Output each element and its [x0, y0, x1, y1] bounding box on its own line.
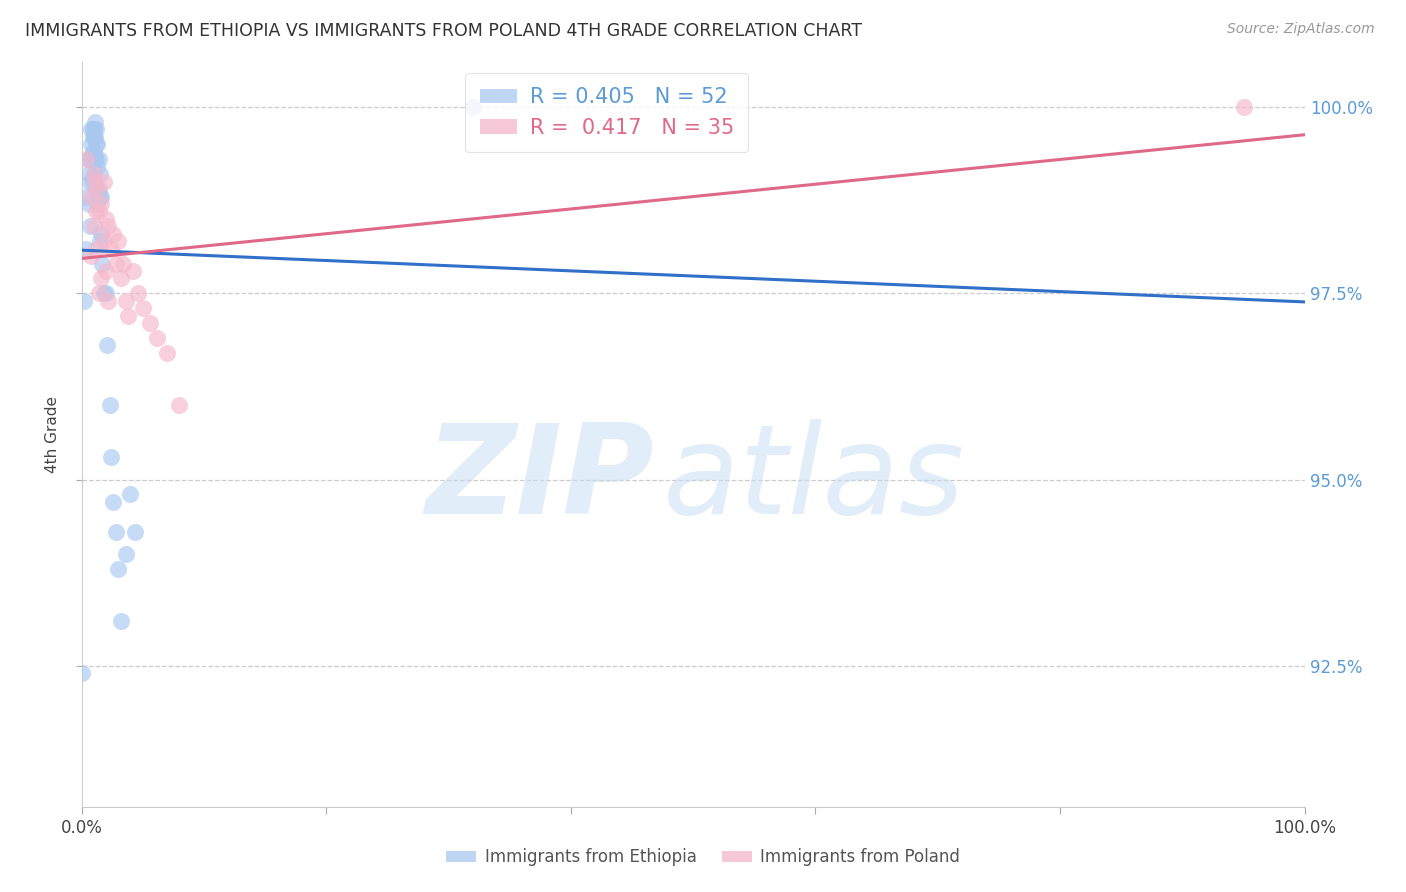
Point — [90, 197, 112, 211]
Point — [70, 666, 93, 681]
Point — [91, 256, 114, 270]
Point — [104, 524, 127, 539]
Point — [84, 242, 107, 256]
Point — [156, 346, 179, 360]
Point — [84, 137, 107, 152]
Point — [86, 137, 108, 152]
Point — [114, 547, 136, 561]
Point — [84, 153, 107, 167]
Point — [77, 167, 100, 181]
Point — [84, 115, 107, 129]
Point — [77, 197, 100, 211]
Point — [79, 175, 101, 189]
Point — [93, 175, 115, 189]
Point — [120, 487, 142, 501]
Point — [96, 338, 118, 352]
Point — [461, 100, 484, 114]
Point — [80, 137, 103, 152]
Point — [1233, 100, 1256, 114]
Point — [97, 219, 120, 234]
Point — [117, 309, 139, 323]
Point — [94, 264, 117, 278]
Point — [90, 271, 112, 285]
Point — [107, 234, 129, 248]
Point — [84, 153, 107, 167]
Point — [98, 398, 121, 412]
Point — [122, 264, 145, 278]
Point — [169, 398, 191, 412]
Point — [146, 331, 169, 345]
Point — [104, 256, 127, 270]
Point — [89, 189, 111, 203]
Legend: R = 0.405   N = 52, R =  0.417   N = 35: R = 0.405 N = 52, R = 0.417 N = 35 — [465, 73, 748, 153]
Point — [80, 189, 103, 203]
Point — [86, 182, 108, 196]
Point — [94, 211, 117, 226]
Point — [89, 234, 111, 248]
Point — [79, 219, 101, 234]
Point — [94, 286, 117, 301]
Point — [73, 293, 96, 308]
Point — [90, 227, 112, 241]
Point — [89, 167, 111, 181]
Point — [75, 189, 97, 203]
Point — [90, 189, 112, 203]
Point — [84, 130, 107, 145]
Point — [82, 130, 104, 145]
Point — [84, 175, 107, 189]
Point — [84, 204, 107, 219]
Point — [80, 249, 103, 263]
Point — [86, 160, 108, 174]
Point — [80, 153, 103, 167]
Point — [93, 234, 115, 248]
Point — [132, 301, 155, 316]
Point — [107, 562, 129, 576]
Text: ZIP: ZIP — [425, 419, 654, 540]
Point — [84, 182, 107, 196]
Point — [80, 122, 103, 136]
Y-axis label: 4th Grade: 4th Grade — [45, 396, 60, 474]
Point — [82, 175, 104, 189]
Point — [83, 219, 105, 234]
Point — [87, 182, 110, 196]
Text: Source: ZipAtlas.com: Source: ZipAtlas.com — [1227, 22, 1375, 37]
Point — [139, 316, 162, 330]
Point — [112, 256, 135, 270]
Point — [93, 286, 115, 301]
Point — [103, 227, 125, 241]
Point — [75, 242, 97, 256]
Point — [103, 495, 125, 509]
Point — [82, 145, 104, 159]
Point — [110, 614, 132, 628]
Point — [100, 450, 122, 465]
Text: IMMIGRANTS FROM ETHIOPIA VS IMMIGRANTS FROM POLAND 4TH GRADE CORRELATION CHART: IMMIGRANTS FROM ETHIOPIA VS IMMIGRANTS F… — [25, 22, 862, 40]
Point — [83, 145, 105, 159]
Point — [83, 167, 105, 181]
Point — [75, 153, 97, 167]
Point — [114, 293, 136, 308]
Point — [97, 293, 120, 308]
Text: atlas: atlas — [662, 419, 965, 540]
Point — [84, 122, 107, 136]
Point — [87, 286, 110, 301]
Point — [100, 242, 122, 256]
Point — [83, 122, 105, 136]
Point — [83, 130, 105, 145]
Point — [87, 153, 110, 167]
Point — [127, 286, 149, 301]
Legend: Immigrants from Ethiopia, Immigrants from Poland: Immigrants from Ethiopia, Immigrants fro… — [440, 842, 966, 873]
Point — [124, 524, 146, 539]
Point — [82, 122, 104, 136]
Point — [86, 197, 108, 211]
Point — [83, 167, 105, 181]
Point — [79, 153, 101, 167]
Point — [77, 153, 100, 167]
Point — [110, 271, 132, 285]
Point — [87, 204, 110, 219]
